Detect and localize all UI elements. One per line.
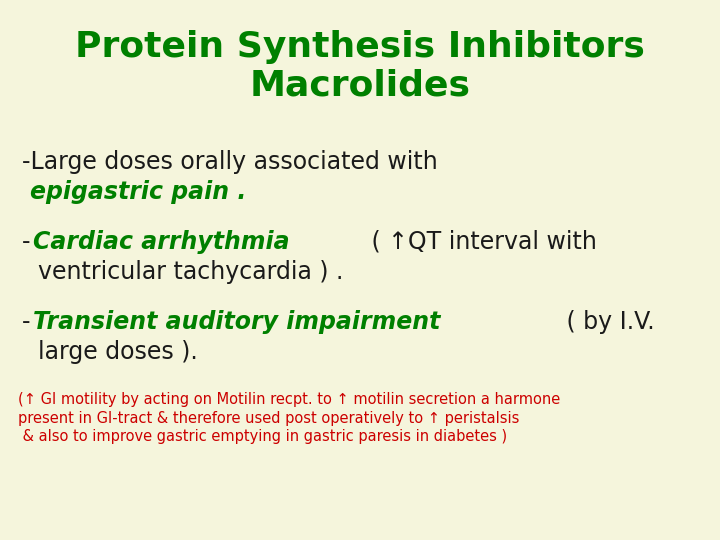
Text: ( ↑QT interval with: ( ↑QT interval with xyxy=(364,230,597,254)
Text: -Large doses orally associated with: -Large doses orally associated with xyxy=(22,150,438,174)
Text: Transient auditory impairment: Transient auditory impairment xyxy=(33,310,441,334)
Text: ( by I.V.: ( by I.V. xyxy=(559,310,654,334)
Text: large doses ).: large doses ). xyxy=(38,340,198,364)
Text: -: - xyxy=(22,310,30,334)
Text: -: - xyxy=(22,230,30,254)
Text: Cardiac arrhythmia: Cardiac arrhythmia xyxy=(33,230,289,254)
Text: Protein Synthesis Inhibitors
Macrolides: Protein Synthesis Inhibitors Macrolides xyxy=(75,30,645,102)
Text: (↑ GI motility by acting on Motilin recpt. to ↑ motilin secretion a harmone
pres: (↑ GI motility by acting on Motilin recp… xyxy=(18,392,560,444)
Text: ventricular tachycardia ) .: ventricular tachycardia ) . xyxy=(38,260,343,284)
Text: epigastric pain .: epigastric pain . xyxy=(30,180,246,204)
